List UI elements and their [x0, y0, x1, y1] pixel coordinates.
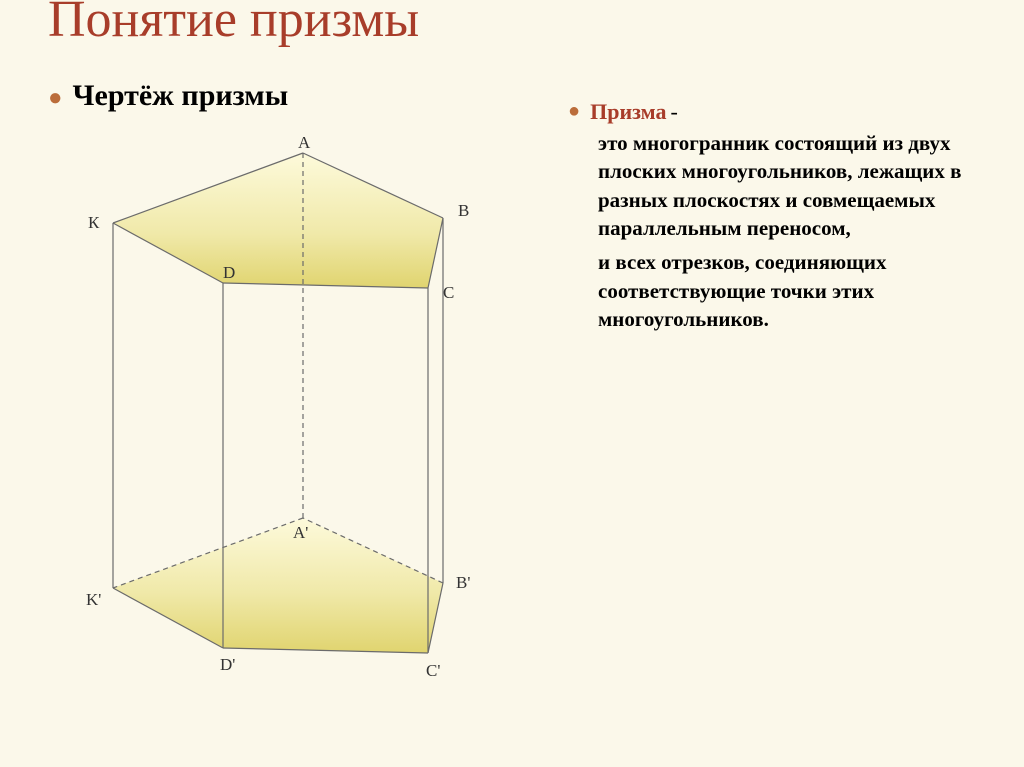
vertex-label: B'	[456, 573, 470, 593]
slide-title: Понятие призмы	[48, 0, 976, 49]
vertex-label: K'	[86, 590, 101, 610]
prism-diagram: A B C D К A' B' C' D' K'	[48, 123, 528, 683]
vertex-label: A	[298, 133, 310, 153]
slide: Понятие призмы ● Чертёж призмы A B C D К A' B'…	[0, 0, 1024, 757]
definition-list: ● Призма -	[568, 99, 976, 125]
definition-dash: -	[670, 99, 677, 124]
prism-svg	[48, 123, 528, 683]
vertex-label: D	[223, 263, 235, 283]
right-column: ● Призма - это многогранник состоящий из…	[568, 79, 976, 683]
definition-term-row: ● Призма -	[568, 99, 976, 125]
definition-term: Призма	[590, 99, 666, 124]
content-columns: ● Чертёж призмы A B C D К A' B' C' D' K' ● Призма…	[48, 79, 976, 683]
vertex-label: D'	[220, 655, 235, 675]
definition-body-1: это многогранник состоящий из двух плоск…	[568, 129, 976, 242]
vertex-label: B	[458, 201, 469, 221]
left-subtitle: Чертёж призмы	[73, 79, 289, 113]
vertex-label: C	[443, 283, 454, 303]
definition-body-2: и всех отрезков, соединяющих соответству…	[568, 248, 976, 333]
bullet-icon: ●	[568, 99, 580, 123]
vertex-label: C'	[426, 661, 440, 681]
left-subtitle-row: ● Чертёж призмы	[48, 79, 548, 113]
left-column: ● Чертёж призмы A B C D К A' B' C' D' K'	[48, 79, 548, 683]
vertex-label: К	[88, 213, 99, 233]
vertex-label: A'	[293, 523, 308, 543]
bullet-icon: ●	[48, 86, 63, 110]
